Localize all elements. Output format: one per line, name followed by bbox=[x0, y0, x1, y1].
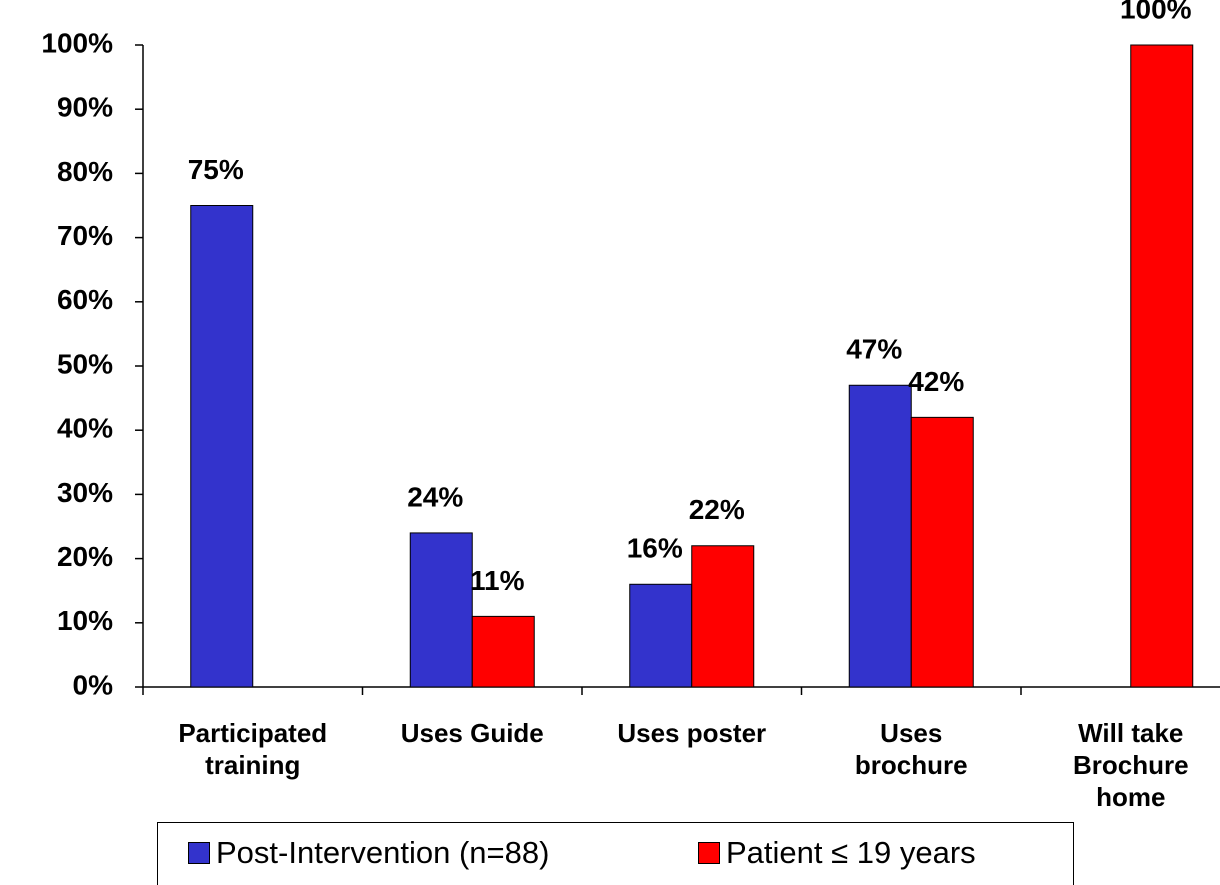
y-tick-label: 60% bbox=[57, 284, 113, 315]
data-label: 75% bbox=[188, 154, 244, 185]
bar bbox=[190, 205, 254, 688]
y-tick-label: 0% bbox=[73, 669, 114, 700]
y-tick-label: 90% bbox=[57, 92, 113, 123]
data-label: 22% bbox=[689, 494, 745, 525]
data-label: 16% bbox=[627, 533, 683, 564]
y-tick-label: 80% bbox=[57, 156, 113, 187]
legend-label: Post-Intervention (n=88) bbox=[216, 835, 550, 870]
bar bbox=[910, 416, 974, 688]
x-tick-label: Uses brochure bbox=[854, 718, 968, 780]
legend-swatch bbox=[698, 842, 720, 864]
data-label: 42% bbox=[908, 366, 964, 397]
y-tick-label: 10% bbox=[57, 605, 113, 636]
bar bbox=[691, 545, 755, 688]
x-tick-label: Participated training bbox=[178, 718, 328, 780]
x-tick-label: Will take Brochure home bbox=[1072, 718, 1189, 812]
x-tick-label: Uses poster bbox=[617, 718, 767, 748]
y-tick-label: 30% bbox=[57, 477, 113, 508]
y-tick-label: 70% bbox=[57, 220, 113, 251]
bar bbox=[629, 583, 693, 688]
data-label: 100% bbox=[1120, 0, 1192, 24]
legend-item: Post-Intervention (n=88) bbox=[188, 835, 549, 871]
legend-swatch bbox=[188, 842, 210, 864]
y-tick-label: 100% bbox=[41, 27, 113, 58]
bar bbox=[848, 384, 912, 688]
y-tick-label: 50% bbox=[57, 348, 113, 379]
y-tick-label: 40% bbox=[57, 413, 113, 444]
x-tick-label: Uses Guide bbox=[400, 718, 544, 748]
data-label: 11% bbox=[470, 565, 525, 596]
y-tick-label: 20% bbox=[57, 541, 113, 572]
legend-item: Patient ≤ 19 years bbox=[698, 835, 976, 871]
data-label: 47% bbox=[846, 334, 902, 365]
bar bbox=[1130, 44, 1194, 688]
legend: Post-Intervention (n=88) Patient ≤ 19 yea… bbox=[157, 822, 1074, 885]
bar bbox=[409, 532, 473, 688]
data-label: 24% bbox=[407, 481, 463, 512]
bar bbox=[471, 615, 535, 688]
legend-label: Patient ≤ 19 years bbox=[726, 835, 976, 870]
